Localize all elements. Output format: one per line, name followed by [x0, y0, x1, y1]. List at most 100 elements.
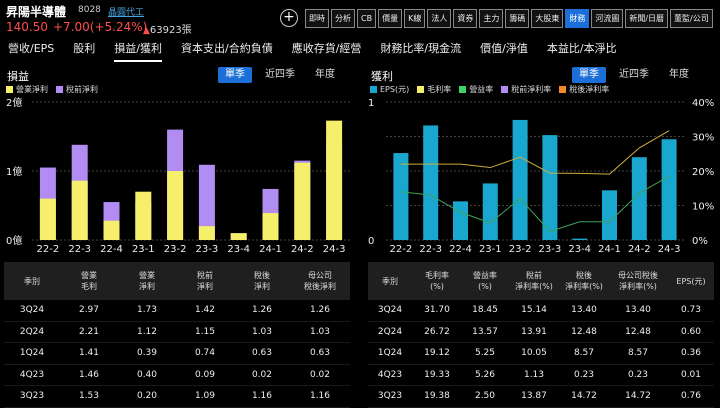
- column-header-line: 毛利率: [425, 271, 449, 280]
- column-header-line: 毛利: [81, 282, 97, 291]
- table-cell: 0.20: [136, 391, 158, 402]
- menu-item-9[interactable]: 大股東: [531, 9, 564, 28]
- column-header: 稅後 淨利率(%): [560, 270, 608, 292]
- column-header-line: 母公司稅後: [618, 271, 658, 280]
- tab-4[interactable]: 應收存貨/經營: [291, 42, 362, 55]
- period-0-button[interactable]: 單季: [572, 67, 606, 83]
- operating-bar: [135, 191, 152, 240]
- table-cell: 1.12: [136, 326, 158, 337]
- menu-item-0[interactable]: 即時: [305, 9, 329, 28]
- table-header: 季別 毛利率 (%) 營益率 (%) 稅前 淨利率(%) 稅後 淨利率(%) 母公司稅後 淨利率(%…: [368, 262, 714, 300]
- period-0-button[interactable]: 單季: [218, 67, 252, 83]
- eps-bar: [661, 139, 677, 240]
- table-cell: 3Q24: [377, 305, 403, 316]
- eps-bar: [393, 153, 409, 240]
- tab-2[interactable]: 損益/獲利: [114, 38, 162, 62]
- up-arrow-icon: ▲: [143, 26, 150, 36]
- menu-item-5[interactable]: 法人: [427, 9, 452, 28]
- x-tick-label: 24-3: [658, 244, 681, 255]
- profit-table: 季別 毛利率 (%) 營益率 (%) 稅前 淨利率(%) 稅後 淨利率(%) 母公司稅後 淨利率(%…: [368, 262, 714, 408]
- tab-3[interactable]: 資本支出/合約負債: [181, 42, 273, 55]
- tab-7[interactable]: 本益比/本淨比: [546, 42, 617, 55]
- column-header-line: 稅後淨利: [304, 282, 336, 291]
- operating-bar: [39, 198, 56, 240]
- menu-item-7[interactable]: 主力: [479, 9, 504, 28]
- table-cell: 0.76: [680, 391, 702, 402]
- tab-6[interactable]: 價值/淨值: [480, 42, 528, 55]
- legend-swatch: [559, 86, 567, 93]
- stock-category-link[interactable]: 晶圓代工: [108, 8, 145, 18]
- table-cell: 0.23: [573, 369, 595, 380]
- column-header-line: 淨利: [197, 282, 213, 291]
- table-cell: 13.57: [472, 326, 498, 337]
- column-header-line: 季別: [382, 276, 398, 286]
- operating-bar: [262, 213, 279, 240]
- operating-bar: [198, 226, 215, 240]
- menu-item-4[interactable]: K線: [404, 9, 426, 28]
- period-1-button[interactable]: 近四季: [265, 69, 295, 80]
- table-row: 1Q24 1.41 0.39 0.74 0.63 0.63: [4, 343, 350, 365]
- add-watchlist-button[interactable]: +: [280, 9, 298, 27]
- table-cell: 2Q24: [19, 326, 45, 337]
- column-header: 稅前 淨利率(%): [508, 270, 560, 292]
- table-cell: 10.05: [521, 348, 547, 359]
- table-cell: 1Q24: [377, 348, 403, 359]
- menu-item-13[interactable]: 董監/公司: [670, 9, 713, 28]
- stock-price: 140.50: [6, 20, 48, 34]
- eps-bar: [542, 135, 558, 240]
- x-tick-label: 24-3: [323, 244, 346, 255]
- x-tick-label: 23-3: [539, 244, 562, 255]
- period-2-button[interactable]: 年度: [315, 69, 335, 80]
- table-cell: 4Q23: [19, 369, 45, 380]
- table-cell: 13.40: [625, 305, 651, 316]
- menu-item-3[interactable]: 價量: [378, 9, 403, 28]
- table-cell: 0.23: [627, 369, 649, 380]
- column-header-line: 稅前: [526, 271, 542, 280]
- tab-1[interactable]: 股利: [73, 42, 96, 55]
- period-2-button[interactable]: 年度: [669, 69, 689, 80]
- table-cell: 1.16: [309, 391, 331, 402]
- menu-item-12[interactable]: 新聞/日曆: [625, 9, 669, 28]
- income-legend: 營業淨利 稅前淨利: [6, 84, 106, 95]
- table-cell: 31.70: [424, 305, 450, 316]
- table-cell: 0.02: [251, 369, 273, 380]
- column-header-line: 稅前: [197, 271, 213, 280]
- tab-0[interactable]: 營收/EPS: [8, 42, 55, 55]
- table-cell: 2Q24: [377, 326, 403, 337]
- profit-panel: 獲利 單季 近四季 年度 EPS(元) 毛利率 營益率 稅前淨利率 稅後淨利率 0% 10% 2…: [364, 62, 720, 408]
- table-row: 2Q24 2.21 1.12 1.15 1.03 1.03: [4, 322, 350, 343]
- table-cell: 0.02: [309, 369, 331, 380]
- y-tick-label: 0億: [6, 234, 22, 247]
- table-cell: 19.38: [424, 391, 450, 402]
- eps-bar: [572, 238, 588, 240]
- table-cell: 1.03: [309, 326, 331, 337]
- volume-value: 63923張: [149, 25, 192, 36]
- operating-bar: [167, 171, 184, 240]
- menu-item-11[interactable]: 河流圖: [591, 9, 624, 28]
- y-right-tick-label: 10%: [692, 202, 714, 213]
- function-menu: 即時 分析 CB 價量 K線 法人 資券 主力 籌碼 大股東 財務 河流圖 新聞/日曆 董監/公司: [305, 9, 715, 28]
- table-row: 3Q24 31.70 18.45 15.14 13.40 13.40 0.73: [368, 300, 714, 322]
- x-tick-label: 23-3: [196, 244, 219, 255]
- legend-swatch: [501, 86, 509, 93]
- menu-item-10[interactable]: 財務: [565, 9, 590, 28]
- x-tick-label: 22-3: [68, 244, 91, 255]
- x-tick-label: 22-4: [449, 244, 472, 255]
- eps-bar: [482, 183, 498, 240]
- income-panel: 損益 單季 近四季 年度 營業淨利 稅前淨利 0億 1億 2億 22-2 22-3 22-4 23…: [0, 62, 356, 408]
- column-header-line: 營業: [139, 271, 155, 280]
- table-cell: 18.45: [472, 305, 498, 316]
- column-header: 稅前 淨利: [176, 270, 234, 292]
- y-tick-label: 2億: [6, 96, 22, 109]
- table-cell: 0.63: [309, 348, 331, 359]
- column-header-line: 淨利率(%): [619, 282, 657, 291]
- tab-5[interactable]: 財務比率/現金流: [380, 42, 462, 55]
- period-1-button[interactable]: 近四季: [619, 69, 649, 80]
- table-cell: 1.46: [78, 369, 100, 380]
- menu-item-2[interactable]: CB: [357, 9, 377, 28]
- menu-item-8[interactable]: 籌碼: [505, 9, 530, 28]
- table-cell: 0.60: [680, 326, 702, 337]
- menu-item-6[interactable]: 資券: [453, 9, 478, 28]
- menu-item-1[interactable]: 分析: [331, 9, 355, 28]
- column-header-line: 母公司: [308, 271, 332, 280]
